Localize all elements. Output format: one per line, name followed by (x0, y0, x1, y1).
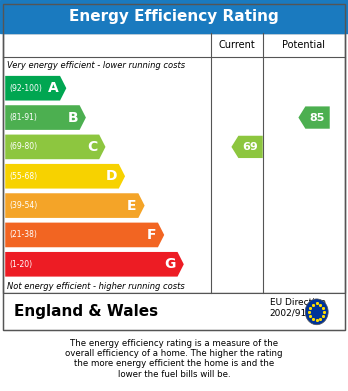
Polygon shape (5, 164, 125, 188)
Polygon shape (5, 105, 86, 130)
Text: (92-100): (92-100) (9, 84, 42, 93)
Text: Potential: Potential (282, 40, 325, 50)
Circle shape (305, 299, 328, 325)
Text: The energy efficiency rating is a measure of the
overall efficiency of a home. T: The energy efficiency rating is a measur… (65, 339, 283, 379)
Text: England & Wales: England & Wales (14, 304, 158, 319)
Text: (81-91): (81-91) (9, 113, 37, 122)
Polygon shape (5, 135, 105, 159)
Text: Energy Efficiency Rating: Energy Efficiency Rating (69, 9, 279, 24)
Bar (3, 33, 345, 293)
Polygon shape (5, 252, 184, 276)
Text: (21-38): (21-38) (9, 230, 37, 239)
Polygon shape (5, 222, 164, 247)
Polygon shape (5, 193, 145, 218)
Bar (3, 293, 345, 330)
Bar (3, 4, 345, 330)
Text: EU Directive
2002/91/EC: EU Directive 2002/91/EC (270, 298, 326, 317)
Text: E: E (127, 199, 137, 213)
Text: 69: 69 (243, 142, 259, 152)
Text: 85: 85 (310, 113, 325, 122)
Text: (69-80): (69-80) (9, 142, 38, 151)
Text: C: C (87, 140, 97, 154)
Polygon shape (231, 136, 263, 158)
Text: B: B (67, 111, 78, 125)
Text: (55-68): (55-68) (9, 172, 38, 181)
Text: G: G (164, 257, 176, 271)
Text: Current: Current (218, 40, 255, 50)
Text: Very energy efficient - lower running costs: Very energy efficient - lower running co… (7, 61, 185, 70)
Text: Not energy efficient - higher running costs: Not energy efficient - higher running co… (7, 282, 185, 291)
Text: (1-20): (1-20) (9, 260, 32, 269)
Polygon shape (5, 76, 66, 100)
Bar (0, 0, 348, 33)
Polygon shape (299, 106, 330, 129)
Text: (39-54): (39-54) (9, 201, 38, 210)
Text: D: D (105, 169, 117, 183)
Text: A: A (48, 81, 58, 95)
Text: F: F (147, 228, 156, 242)
